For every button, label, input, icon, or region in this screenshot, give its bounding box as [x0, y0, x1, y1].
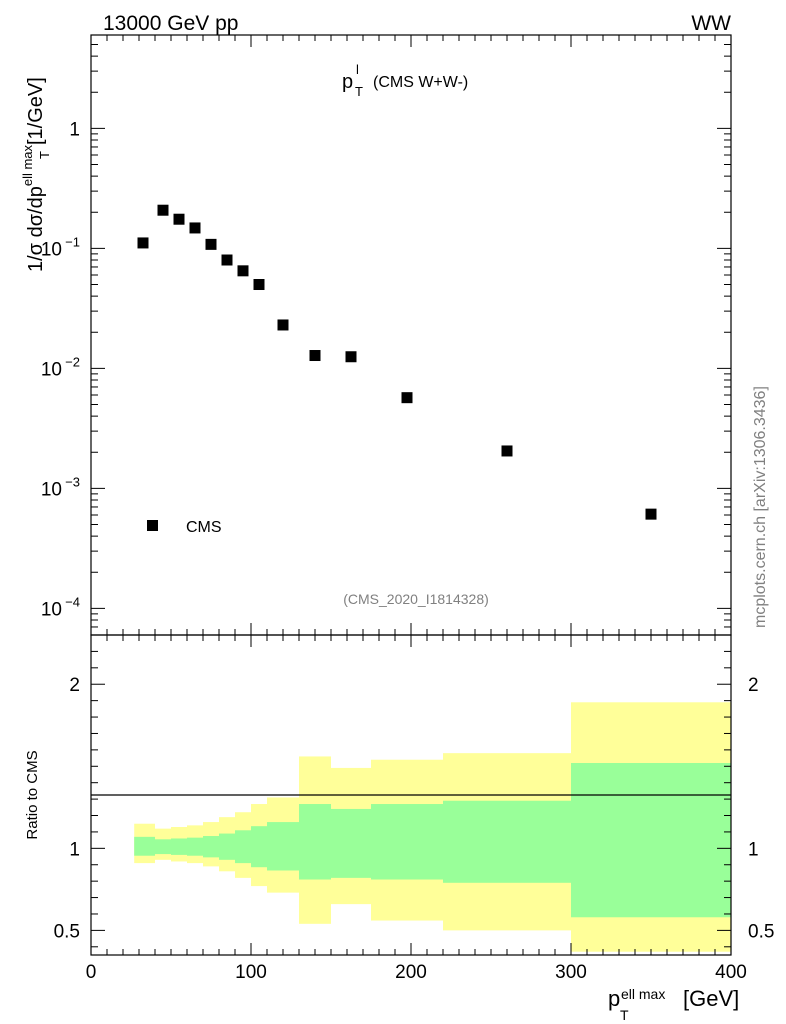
green-band-bin: [171, 838, 187, 855]
data-points: [137, 204, 657, 520]
data-point: [205, 238, 217, 250]
main-y-tick-label: 10 −2: [41, 354, 80, 380]
y-tick-exponent: −4: [65, 594, 80, 609]
title-main: p: [342, 71, 353, 93]
ratio-y-tick-label-left: 1: [69, 839, 80, 860]
x-label-sup: ell max: [621, 986, 665, 1002]
data-point: [173, 213, 185, 225]
plot-title: p l T (CMS W+W-): [342, 62, 468, 99]
data-point: [309, 350, 321, 362]
green-band-bin: [187, 837, 203, 856]
y-label-unit: [1/GeV]: [25, 77, 47, 145]
y-label-prefix: 1/σ dσ/dp: [25, 186, 47, 272]
green-band-bin: [203, 836, 219, 858]
y-label-sub: T: [37, 151, 52, 159]
legend-label: CMS: [186, 519, 222, 536]
ratio-y-axis-label: Ratio to CMS: [24, 750, 41, 839]
ratio-y-tick-label-right: 0.5: [748, 921, 774, 942]
main-axis-ticks: [90, 34, 732, 636]
data-point: [501, 445, 513, 457]
data-point: [221, 254, 233, 266]
legend: CMS: [147, 519, 222, 536]
x-tick-label: 100: [235, 962, 267, 983]
y-tick-mantissa: 10: [41, 359, 62, 380]
green-band-bin: [443, 800, 571, 883]
main-y-tick-label: 1: [69, 119, 80, 140]
legend-marker: [147, 520, 158, 531]
x-axis-label: p ell max T [GeV]: [608, 986, 739, 1023]
y-tick-mantissa: 10: [41, 479, 62, 500]
data-point: [137, 237, 149, 249]
x-tick-label: 0: [86, 962, 97, 983]
green-band-bin: [371, 804, 443, 880]
y-tick-exponent: −2: [65, 354, 80, 369]
green-band-bin: [235, 830, 251, 864]
green-band-bin: [299, 804, 331, 880]
ratio-panel: 0.5 0.5 1 1 2 2 0 100 200 300 400 Ratio to CMS p e…: [24, 634, 775, 1023]
analysis-id: (CMS_2020_I1814328): [343, 591, 489, 607]
x-label-sub: T: [620, 1007, 629, 1023]
data-point: [345, 351, 357, 363]
x-label-main: p: [608, 986, 620, 1011]
y-tick-mantissa: 10: [41, 599, 62, 620]
data-point: [189, 222, 201, 234]
ratio-tick-labels: 0.5 0.5 1 1 2 2 0 100 200 300 400: [54, 675, 775, 983]
y-tick-mantissa: 1: [69, 119, 80, 140]
green-band-bin: [155, 839, 171, 855]
data-point: [237, 265, 249, 277]
main-y-axis-label: 1/σ dσ/dpell max T [1/GeV]: [20, 77, 52, 272]
data-point: [253, 279, 265, 291]
title-sup: l: [356, 62, 359, 77]
y-tick-exponent: −1: [65, 234, 80, 249]
main-y-tick-labels: 10 −410 −310 −210 −11: [41, 119, 80, 620]
main-y-tick-label: 10 −3: [41, 474, 80, 500]
data-point: [157, 204, 169, 216]
ratio-axis-ticks: [90, 635, 732, 955]
y-label-sup: ell max: [20, 144, 35, 186]
process-label: WW: [691, 12, 731, 35]
main-y-tick-label: 10 −1: [41, 234, 80, 260]
ratio-y-tick-label-right: 1: [748, 839, 759, 860]
data-point: [401, 392, 413, 404]
green-band-bin: [331, 808, 371, 878]
x-tick-label: 300: [555, 962, 587, 983]
green-band-bin: [251, 826, 267, 868]
title-suffix: (CMS W+W-): [373, 74, 468, 91]
x-label-unit: [GeV]: [683, 986, 739, 1011]
x-tick-label: 400: [715, 962, 747, 983]
main-panel: 10 −410 −310 −210 −11 p l T (CMS W+W-) CMS (…: [20, 34, 732, 636]
y-tick-exponent: −3: [65, 474, 80, 489]
main-frame: [90, 34, 732, 636]
ratio-bands: [134, 702, 731, 952]
green-band-bin: [134, 836, 155, 856]
x-tick-label: 200: [395, 962, 427, 983]
watermark: mcplots.cern.ch [arXiv:1306.3436]: [752, 386, 769, 628]
main-y-tick-label: 10 −4: [41, 594, 80, 620]
ratio-y-tick-label-left: 0.5: [54, 921, 80, 942]
ratio-y-tick-label-left: 2: [69, 675, 80, 696]
green-band-bin: [267, 822, 299, 871]
ratio-y-tick-label-right: 2: [748, 675, 759, 696]
green-band-bin: [219, 833, 235, 860]
green-band-bin: [571, 763, 731, 918]
energy-label: 13000 GeV pp: [103, 12, 238, 35]
data-point: [277, 319, 289, 331]
title-sub: T: [355, 84, 363, 99]
y-tick-mantissa: 10: [41, 239, 62, 260]
data-point: [645, 508, 657, 520]
